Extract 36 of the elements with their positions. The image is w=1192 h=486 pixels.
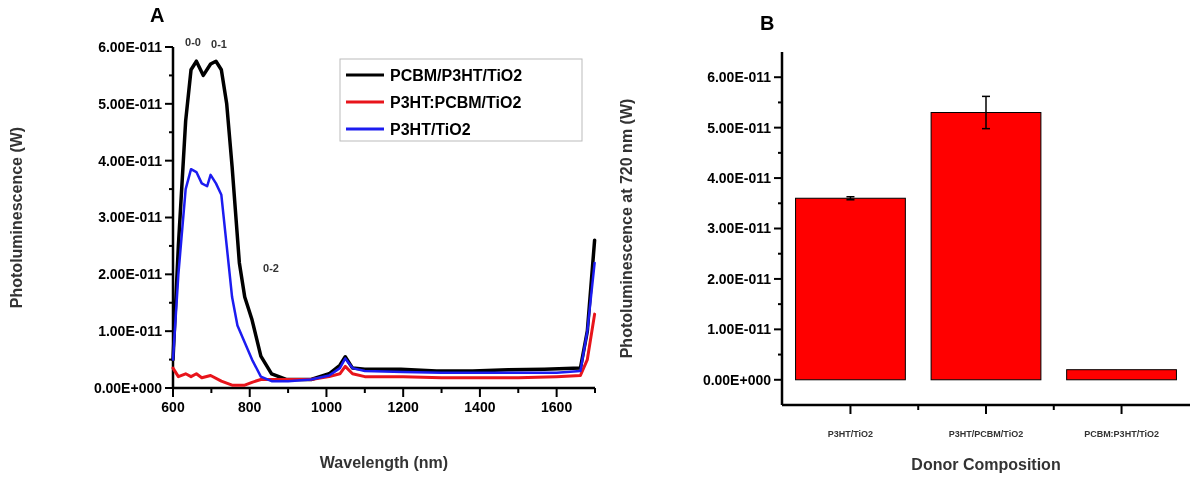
- legend-label: P3HT:PCBM/TiO2: [390, 93, 522, 111]
- chart-title: B: [760, 12, 775, 34]
- x-tick-label: 1000: [310, 399, 343, 415]
- y-tick-label: 5.00E-011: [707, 119, 772, 136]
- chart-title: A: [150, 4, 165, 26]
- y-tick-label: 3.00E-011: [98, 209, 163, 226]
- x-tick-label: 600: [161, 399, 185, 415]
- x-tick-label: P3HT/TiO2: [827, 429, 874, 439]
- x-tick-label: 1600: [541, 399, 573, 415]
- y-axis-title: Photoluminescence at 720 nm (W): [618, 98, 635, 359]
- line-series: [171, 167, 596, 383]
- y-tick-label: 0.00E+000: [702, 371, 772, 388]
- y-tick-label: 3.00E-011: [707, 220, 772, 237]
- y-tick-label: 5.00E-011: [98, 95, 163, 112]
- legend-label: P3HT/TiO2: [390, 120, 471, 138]
- y-tick-label: 4.00E-011: [707, 169, 772, 186]
- x-tick-label: 1400: [464, 399, 496, 415]
- x-axis-title: Wavelength (nm): [319, 454, 449, 471]
- y-tick-label: 4.00E-011: [98, 152, 163, 169]
- x-axis-title: Donor Composition: [911, 456, 1061, 473]
- x-tick-label: 800: [238, 399, 262, 415]
- y-tick-label: 2.00E-011: [98, 266, 163, 283]
- annotation: 0-2: [263, 262, 279, 274]
- annotation: 0-0: [185, 36, 201, 48]
- x-tick-label: P3HT/PCBM/TiO2: [948, 429, 1024, 439]
- y-tick-label: 1.00E-011: [98, 323, 163, 340]
- y-tick-label: 0.00E+000: [93, 379, 163, 396]
- y-tick-label: 1.00E-011: [707, 321, 772, 338]
- y-tick-label: 2.00E-011: [707, 270, 772, 287]
- x-tick-label: PCBM:P3HT/TiO2: [1084, 429, 1159, 439]
- annotation: 0-1: [211, 38, 227, 50]
- y-tick-label: 6.00E-011: [707, 69, 772, 86]
- x-tick-label: 1200: [387, 399, 419, 415]
- legend-label: PCBM/P3HT/TiO2: [390, 66, 523, 84]
- y-tick-label: 6.00E-011: [98, 38, 163, 55]
- y-axis-title: Photoluminescence (W): [8, 126, 25, 309]
